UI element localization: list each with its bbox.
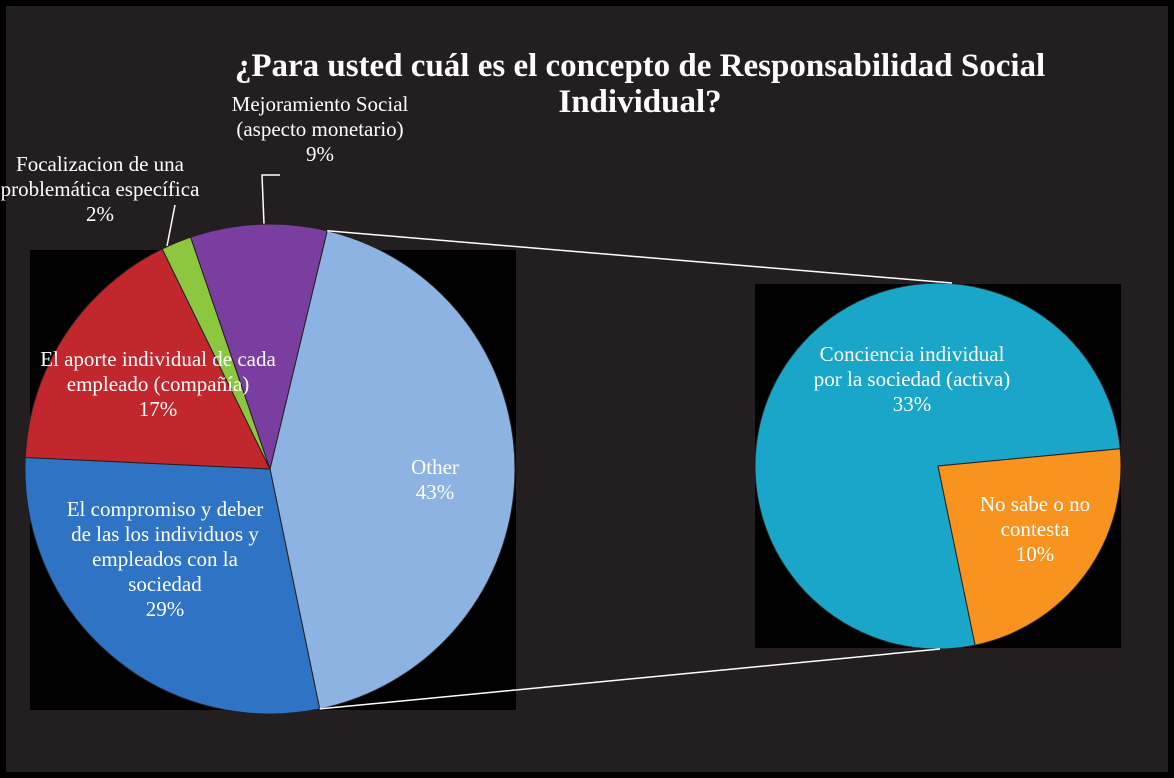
connector-line	[319, 648, 941, 710]
data-label: Other 43%	[375, 455, 495, 505]
data-label: Mejoramiento Social (aspecto monetario) 9…	[230, 92, 410, 167]
label-text: 29%	[145, 597, 185, 621]
leader-line	[166, 204, 176, 247]
label-text: El aporte individual de cada empleado (c…	[40, 347, 276, 396]
label-text: 10%	[1015, 542, 1055, 566]
data-label: No sabe o no contesta 10%	[950, 492, 1120, 567]
label-text: 9%	[306, 142, 334, 166]
label-text: 33%	[892, 392, 932, 416]
chart-title: ¿Para usted cuál es el concepto de Respo…	[234, 48, 1046, 120]
label-text: 43%	[415, 480, 455, 504]
label-text: 2%	[86, 202, 114, 226]
leader-line	[261, 174, 280, 225]
pie-slice	[269, 230, 516, 710]
pie-slice	[190, 223, 328, 471]
label-text: Mejoramiento Social (aspecto monetario)	[231, 92, 409, 141]
pie-slice	[24, 248, 271, 470]
label-text: El compromiso y deber de las los individ…	[66, 497, 264, 596]
label-text: Conciencia individual por la sociedad (a…	[813, 342, 1011, 391]
label-text: 17%	[138, 397, 178, 421]
data-label: Conciencia individual por la sociedad (a…	[807, 342, 1017, 417]
pie-slice	[24, 456, 321, 715]
connector-line	[327, 230, 953, 284]
data-label: El aporte individual de cada empleado (c…	[28, 347, 288, 422]
label-text: Focalizacion de una problemática específ…	[0, 152, 200, 201]
label-text: Other	[411, 455, 459, 479]
data-label: El compromiso y deber de las los individ…	[55, 497, 275, 622]
pie-slice	[937, 448, 1122, 646]
label-text: No sabe o no contesta	[979, 492, 1091, 541]
data-label: Focalizacion de una problemática específ…	[0, 152, 200, 227]
